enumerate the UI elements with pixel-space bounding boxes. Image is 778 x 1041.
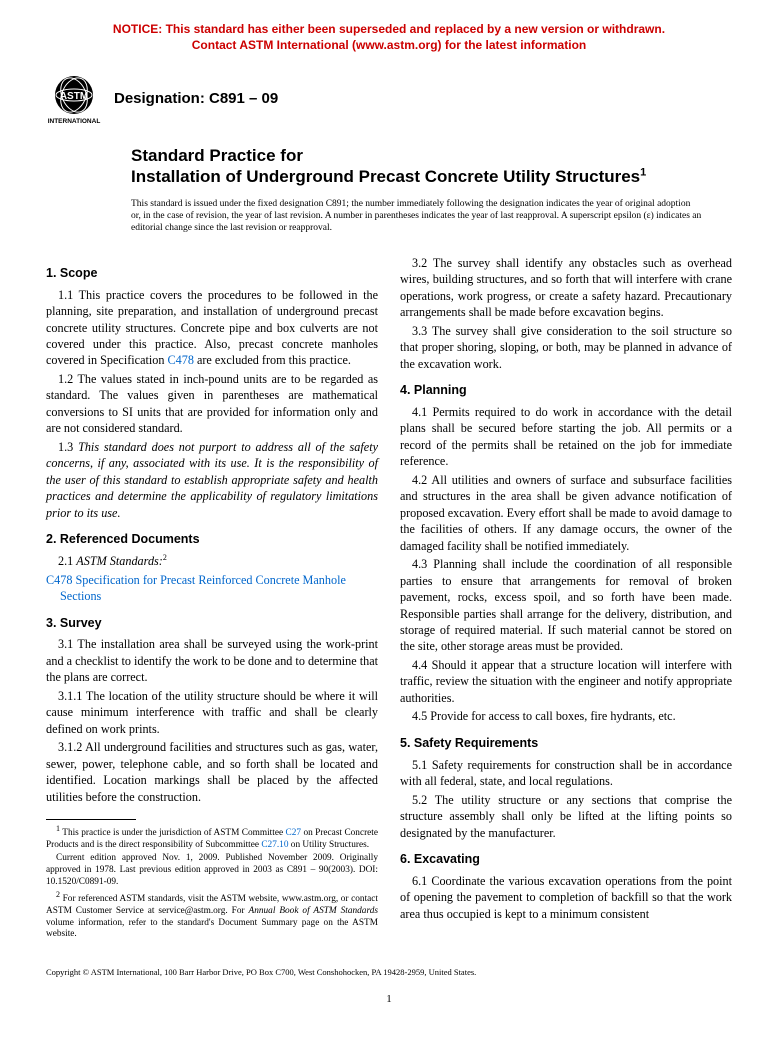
survey-p5: 3.3 The survey shall give consideration … bbox=[400, 323, 732, 372]
footnote-1b: Current edition approved Nov. 1, 2009. P… bbox=[46, 853, 378, 888]
refdocs-head: 2. Referenced Documents bbox=[46, 531, 378, 548]
excavating-p1: 6.1 Coordinate the various excavation op… bbox=[400, 873, 732, 922]
excavating-head: 6. Excavating bbox=[400, 851, 732, 868]
planning-p2: 4.2 All utilities and owners of surface … bbox=[400, 472, 732, 554]
survey-p4: 3.2 The survey shall identify any obstac… bbox=[400, 255, 732, 321]
footnote-2: 2 For referenced ASTM standards, visit t… bbox=[46, 890, 378, 941]
notice-banner: NOTICE: This standard has either been su… bbox=[46, 22, 732, 53]
notice-line1: NOTICE: This standard has either been su… bbox=[113, 22, 665, 36]
issuance-note: This standard is issued under the fixed … bbox=[131, 198, 702, 235]
notice-line2: Contact ASTM International (www.astm.org… bbox=[192, 38, 586, 52]
survey-p3: 3.1.2 All underground facilities and str… bbox=[46, 739, 378, 805]
scope-p3: 1.3 This standard does not purport to ad… bbox=[46, 439, 378, 521]
title-line2: Installation of Underground Precast Conc… bbox=[131, 166, 732, 187]
planning-p4: 4.4 Should it appear that a structure lo… bbox=[400, 657, 732, 706]
survey-p1: 3.1 The installation area shall be surve… bbox=[46, 636, 378, 685]
link-c27[interactable]: C27 bbox=[286, 828, 302, 838]
svg-text:ASTM: ASTM bbox=[60, 91, 88, 102]
svg-text:INTERNATIONAL: INTERNATIONAL bbox=[48, 118, 101, 125]
link-c27-10[interactable]: C27.10 bbox=[261, 840, 288, 850]
safety-p2: 5.2 The utility structure or any section… bbox=[400, 792, 732, 841]
scope-p1: 1.1 This practice covers the procedures … bbox=[46, 287, 378, 369]
scope-head: 1. Scope bbox=[46, 265, 378, 282]
link-c478-1[interactable]: C478 bbox=[168, 353, 194, 367]
title-line1: Standard Practice for bbox=[131, 145, 732, 166]
header-row: ASTM INTERNATIONAL Designation: C891 – 0… bbox=[46, 71, 732, 127]
footnote-1: 1 This practice is under the jurisdictio… bbox=[46, 824, 378, 851]
astm-logo: ASTM INTERNATIONAL bbox=[46, 71, 102, 127]
body-columns: 1. Scope 1.1 This practice covers the pr… bbox=[46, 255, 732, 941]
planning-head: 4. Planning bbox=[400, 382, 732, 399]
survey-p2: 3.1.1 The location of the utility struct… bbox=[46, 688, 378, 737]
copyright: Copyright © ASTM International, 100 Barr… bbox=[46, 967, 732, 978]
footnote-rule bbox=[46, 819, 136, 820]
planning-p3: 4.3 Planning shall include the coordinat… bbox=[400, 556, 732, 655]
refdocs-c478: C478 Specification for Precast Reinforce… bbox=[60, 572, 378, 605]
link-c478-2[interactable]: C478 bbox=[46, 573, 72, 587]
planning-p5: 4.5 Provide for access to call boxes, fi… bbox=[400, 708, 732, 724]
page-number: 1 bbox=[46, 992, 732, 1007]
survey-head: 3. Survey bbox=[46, 615, 378, 632]
refdocs-p1: 2.1 ASTM Standards:2 bbox=[46, 553, 378, 570]
scope-p2: 1.2 The values stated in inch-pound unit… bbox=[46, 371, 378, 437]
title-block: Standard Practice for Installation of Un… bbox=[131, 145, 732, 188]
planning-p1: 4.1 Permits required to do work in accor… bbox=[400, 404, 732, 470]
safety-p1: 5.1 Safety requirements for construction… bbox=[400, 757, 732, 790]
safety-head: 5. Safety Requirements bbox=[400, 735, 732, 752]
designation: Designation: C891 – 09 bbox=[114, 89, 278, 109]
title-superscript: 1 bbox=[640, 167, 646, 179]
